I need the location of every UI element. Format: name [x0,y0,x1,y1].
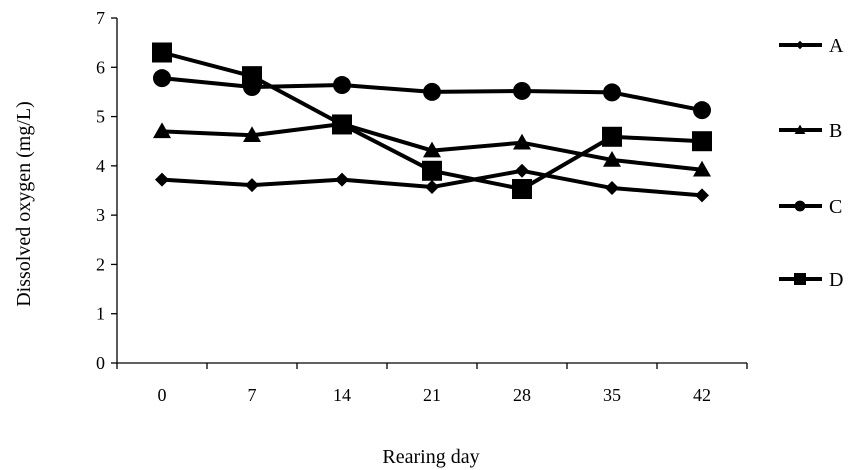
y-ticks: 0 1 2 3 4 5 6 7 [96,8,117,373]
point-triangle [513,133,531,150]
legend: A B C D [779,35,844,291]
point-triangle [153,122,171,139]
point-square [794,273,806,285]
x-axis-label: Rearing day [382,446,479,468]
y-tick-label: 0 [96,353,105,373]
x-tick-label: 28 [513,385,531,405]
point-square [602,126,622,147]
x-tick-label: 0 [158,385,167,405]
point-triangle [423,141,441,158]
axes [116,18,747,364]
series-A [155,163,709,203]
series-group [152,42,712,203]
point-triangle [243,126,261,143]
y-tick-label: 2 [96,254,105,274]
point-triangle [693,160,711,177]
y-tick-label: 5 [96,107,105,127]
point-triangle [603,150,621,167]
point-circle [513,81,531,100]
legend-item-C: C [779,196,842,218]
legend-label: B [829,120,842,142]
point-circle [423,82,441,101]
legend-label: C [829,196,842,218]
point-circle [794,200,806,212]
point-circle [333,76,351,95]
point-diamond [795,40,805,50]
point-square [332,114,352,135]
point-diamond [605,181,619,196]
point-square [422,160,442,181]
y-tick-label: 7 [96,8,105,28]
series-B [153,114,711,177]
point-diamond [695,188,709,203]
legend-label: A [829,35,844,57]
x-tick-label: 42 [693,385,711,405]
x-ticks: 0 7 14 21 28 35 42 [116,363,748,405]
point-diamond [245,178,259,193]
legend-item-D: D [779,269,843,291]
point-circle [693,101,711,120]
point-diamond [515,163,529,178]
x-tick-label: 14 [333,385,351,405]
point-circle [153,69,171,88]
y-tick-label: 4 [96,156,105,176]
point-diamond [335,172,349,187]
series-C [153,69,711,120]
point-square [152,42,172,63]
y-tick-label: 6 [96,57,105,77]
point-square [242,66,262,87]
point-square [692,131,712,152]
point-diamond [425,180,439,195]
y-axis-label: Dissolved oxygen (mg/L) [13,101,35,307]
x-tick-label: 21 [423,385,441,405]
legend-item-B: B [779,120,842,142]
point-circle [603,83,621,102]
legend-label: D [829,269,843,291]
x-tick-label: 35 [603,385,621,405]
point-diamond [155,172,169,187]
point-square [512,179,532,200]
y-tick-label: 3 [96,205,105,225]
y-tick-label: 1 [96,304,105,324]
legend-item-A: A [779,35,844,57]
point-triangle [794,124,806,135]
series-D [152,42,712,200]
x-tick-label: 7 [248,385,257,405]
